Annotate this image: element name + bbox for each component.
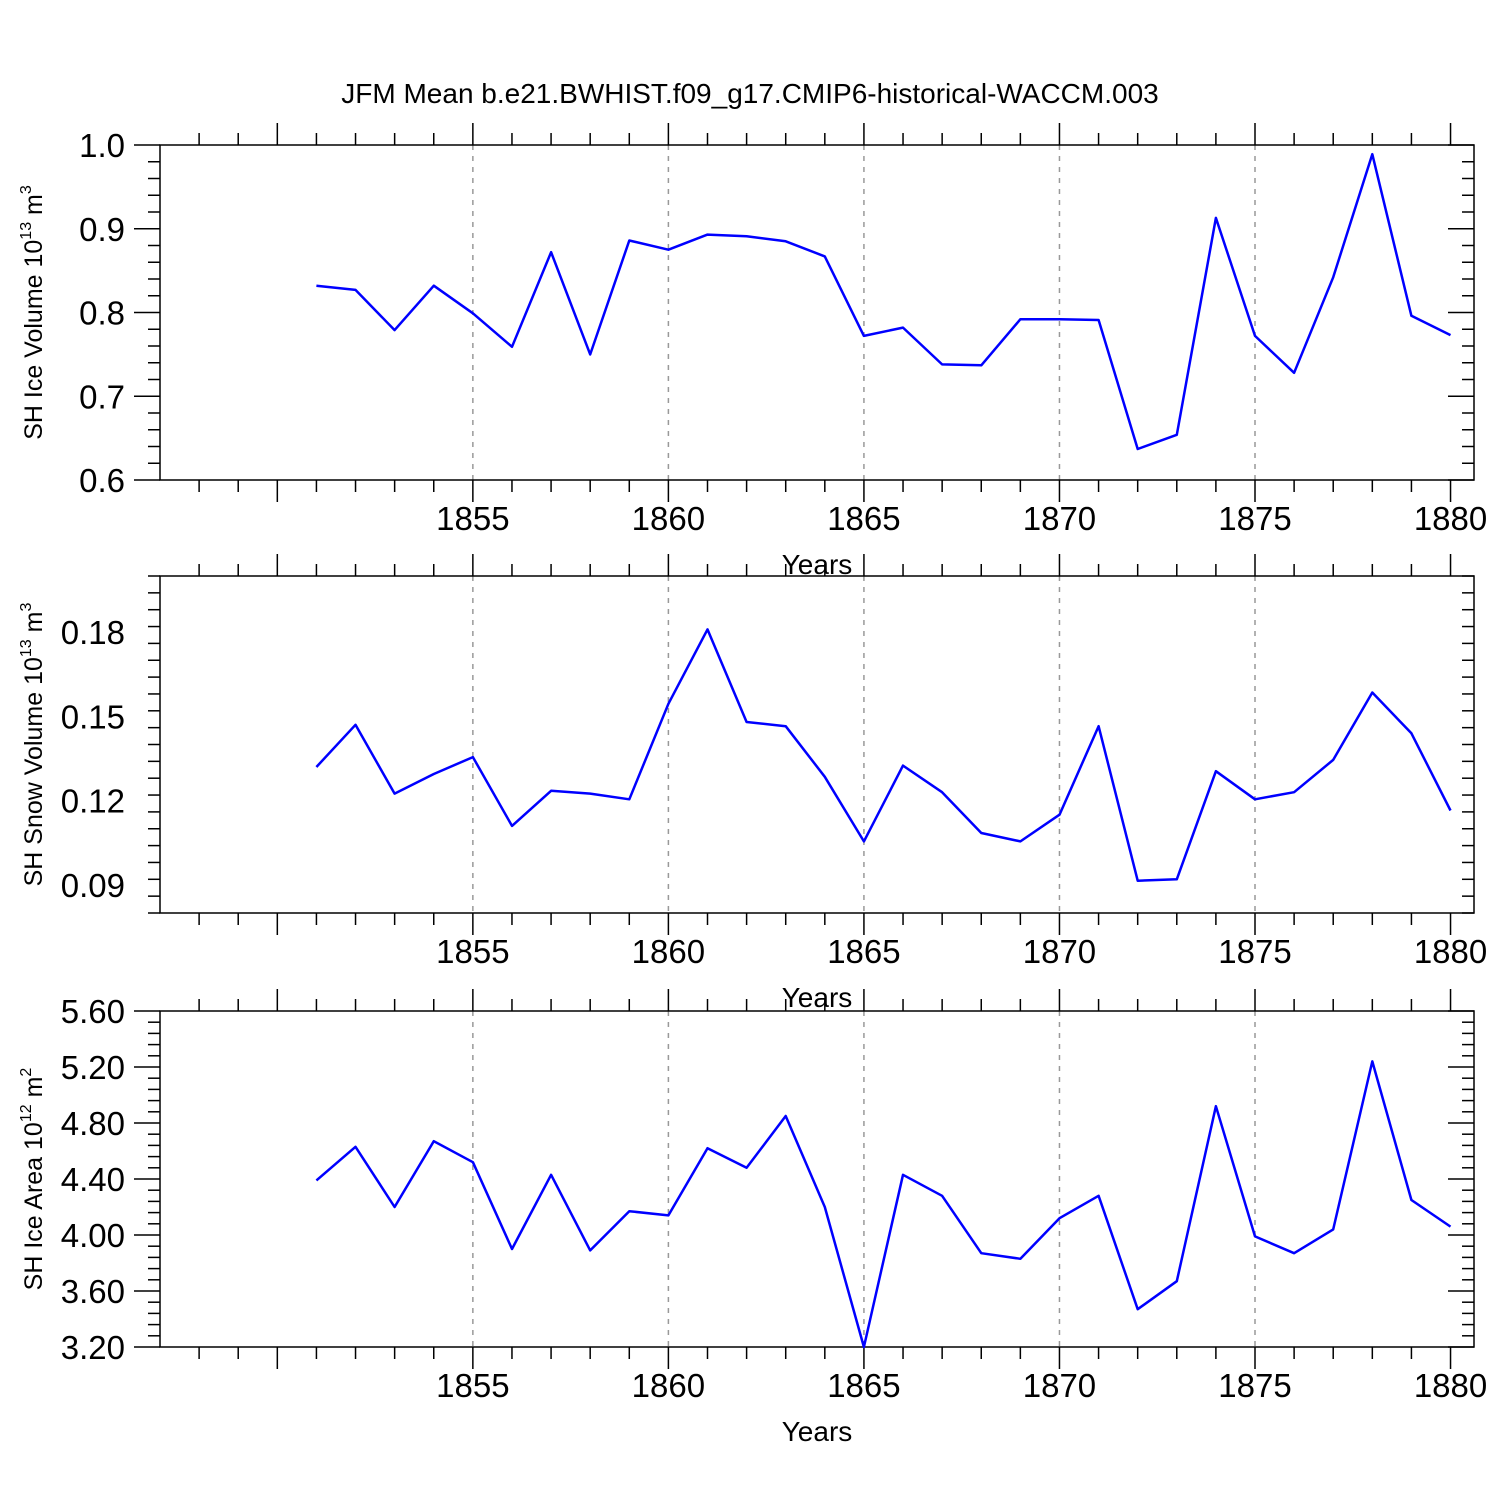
- y-axis-label: SH Snow Volume 1013 m3: [18, 603, 48, 887]
- y-tick-label: 5.20: [61, 1049, 125, 1086]
- x-tick-label: 1865: [827, 1367, 900, 1404]
- y-tick-label: 0.9: [79, 211, 125, 248]
- x-tick-label: 1875: [1218, 500, 1291, 537]
- x-tick-label: 1865: [827, 500, 900, 537]
- x-tick-label: 1875: [1218, 933, 1291, 970]
- series-line: [315, 628, 1452, 882]
- x-axis-label: Years: [782, 982, 853, 1013]
- y-axis-label: SH Ice Volume 1013 m3: [18, 185, 48, 440]
- x-tick-label: 1865: [827, 933, 900, 970]
- plot-frame: [159, 575, 1475, 914]
- x-axis-label: Years: [782, 1416, 853, 1447]
- x-tick-label: 1880: [1414, 933, 1487, 970]
- series-line: [316, 152, 1452, 451]
- plot-frame: [159, 1010, 1475, 1348]
- x-axis-label: Years: [782, 549, 853, 580]
- y-tick-label: 4.80: [61, 1105, 125, 1142]
- chart-panels: 1855 1860 1865 1870 1875 1880 Years 0.6 0.7 0.8 0.…: [18, 123, 1487, 1447]
- x-tick-label: 1860: [632, 933, 705, 970]
- series-line: [315, 1060, 1452, 1349]
- x-tick-label: 1870: [1023, 1367, 1096, 1404]
- y-tick-label: 3.20: [61, 1329, 125, 1366]
- y-tick-label: 0.6: [79, 462, 125, 499]
- x-tick-label: 1855: [436, 933, 509, 970]
- chart-title: JFM Mean b.e21.BWHIST.f09_g17.CMIP6-hist…: [341, 78, 1158, 109]
- x-tick-label: 1875: [1218, 1367, 1291, 1404]
- x-tick-label: 1870: [1023, 933, 1096, 970]
- y-tick-label: 1.0: [79, 127, 125, 164]
- x-tick-label: 1855: [436, 1367, 509, 1404]
- y-tick-label: 0.8: [79, 295, 125, 332]
- panel-1: 1855 1860 1865 1870 1875 1880 Years 0.6 0.7 0.8 0.…: [18, 123, 1487, 580]
- x-tick-label: 1880: [1414, 500, 1487, 537]
- panel-2: 1855 1860 1865 1870 1875 1880 Years 0.09 0.12 0.1…: [18, 554, 1487, 1013]
- plot-frame: [159, 144, 1475, 481]
- y-tick-label: 5.60: [61, 993, 125, 1030]
- y-tick-label: 4.00: [61, 1217, 125, 1254]
- panel-3: 1855 1860 1865 1870 1875 1880 Years 3.20 3.60 4.0…: [18, 989, 1487, 1447]
- y-tick-label: 4.40: [61, 1161, 125, 1198]
- y-tick-label: 0.12: [61, 783, 125, 820]
- x-tick-label: 1860: [632, 1367, 705, 1404]
- x-tick-label: 1855: [436, 500, 509, 537]
- y-tick-label: 3.60: [61, 1273, 125, 1310]
- x-tick-label: 1880: [1414, 1367, 1487, 1404]
- y-tick-label: 0.18: [61, 614, 125, 651]
- y-tick-label: 0.7: [79, 378, 125, 415]
- y-tick-label: 0.15: [61, 698, 125, 735]
- x-tick-label: 1870: [1023, 500, 1096, 537]
- y-axis-label: SH Ice Area 1012 m2: [18, 1068, 48, 1291]
- x-tick-label: 1860: [632, 500, 705, 537]
- y-tick-label: 0.09: [61, 867, 125, 904]
